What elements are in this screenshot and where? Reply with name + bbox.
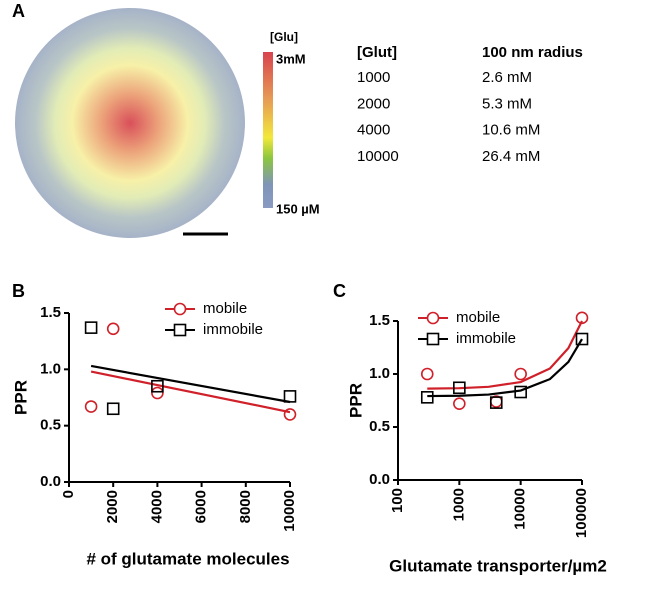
panel-label: B xyxy=(12,281,25,301)
colorbar-min: 150 µM xyxy=(276,201,320,216)
table-cell: 1000 xyxy=(357,69,390,86)
y-tick-label: 0.0 xyxy=(40,473,61,490)
colorbar-title: [Glu] xyxy=(270,30,298,44)
y-tick-label: 0.0 xyxy=(369,471,390,488)
data-point xyxy=(84,321,98,334)
x-tick-label: 2000 xyxy=(104,490,121,523)
y-tick-label: 1.5 xyxy=(40,304,61,321)
y-tick-label: 0.5 xyxy=(369,418,390,435)
data-point xyxy=(151,379,164,393)
x-tick-label: 6000 xyxy=(193,490,210,523)
x-tick-label: 1000 xyxy=(450,488,467,521)
data-point xyxy=(106,322,120,336)
data-point xyxy=(106,402,120,416)
data-point xyxy=(489,396,503,409)
legend-marker xyxy=(426,332,440,346)
x-tick-label: 10000 xyxy=(281,490,298,532)
y-tick-label: 0.5 xyxy=(40,417,61,434)
y-axis-label: PPR xyxy=(346,383,365,418)
data-point xyxy=(151,386,164,400)
table-cell: 10000 xyxy=(357,148,399,165)
fit-line xyxy=(427,320,583,390)
glutamate-disk xyxy=(15,8,245,238)
data-point xyxy=(283,390,297,403)
fit-line xyxy=(427,338,583,398)
legend-marker xyxy=(173,323,187,337)
fit-line xyxy=(90,370,291,414)
legend-marker xyxy=(426,311,440,325)
data-point xyxy=(283,408,297,421)
data-point xyxy=(420,391,434,404)
x-axis-label: Glutamate transporter/µm2 xyxy=(389,556,607,575)
data-point xyxy=(453,381,466,395)
legend-label: immobile xyxy=(203,321,263,338)
y-tick-label: 1.0 xyxy=(369,365,390,382)
fit-line xyxy=(90,364,291,404)
y-axis-label: PPR xyxy=(11,380,30,415)
data-point xyxy=(514,385,527,399)
x-axis-label: # of glutamate molecules xyxy=(86,549,289,568)
table-header: 100 nm radius xyxy=(482,44,583,61)
data-point xyxy=(575,311,589,325)
data-point xyxy=(575,332,589,346)
x-tick-label: 4000 xyxy=(148,490,165,523)
data-point xyxy=(84,400,98,413)
data-point xyxy=(420,367,434,381)
colorbar-max: 3mM xyxy=(276,51,306,66)
table-cell: 2000 xyxy=(357,95,390,112)
table-cell: 5.3 mM xyxy=(482,95,532,112)
x-tick-label: 10000 xyxy=(512,488,529,530)
table-cell: 26.4 mM xyxy=(482,148,540,165)
panel-label: A xyxy=(12,1,25,21)
panel-label: C xyxy=(333,281,346,301)
y-tick-label: 1.0 xyxy=(40,360,61,377)
x-tick-label: 100000 xyxy=(573,488,590,538)
x-tick-label: 100 xyxy=(389,488,406,513)
table-header: [Glut] xyxy=(357,44,397,61)
x-tick-label: 0 xyxy=(60,490,77,498)
table-cell: 10.6 mM xyxy=(482,122,540,139)
data-point xyxy=(514,367,527,381)
legend-label: immobile xyxy=(456,330,516,347)
legend-label: mobile xyxy=(203,300,247,317)
y-tick-label: 1.5 xyxy=(369,312,390,329)
table-cell: 2.6 mM xyxy=(482,69,532,86)
legend-label: mobile xyxy=(456,309,500,326)
x-tick-label: 8000 xyxy=(237,490,254,523)
data-point xyxy=(453,397,466,410)
legend-marker xyxy=(173,302,187,316)
colorbar xyxy=(263,52,273,208)
table-cell: 4000 xyxy=(357,122,390,139)
